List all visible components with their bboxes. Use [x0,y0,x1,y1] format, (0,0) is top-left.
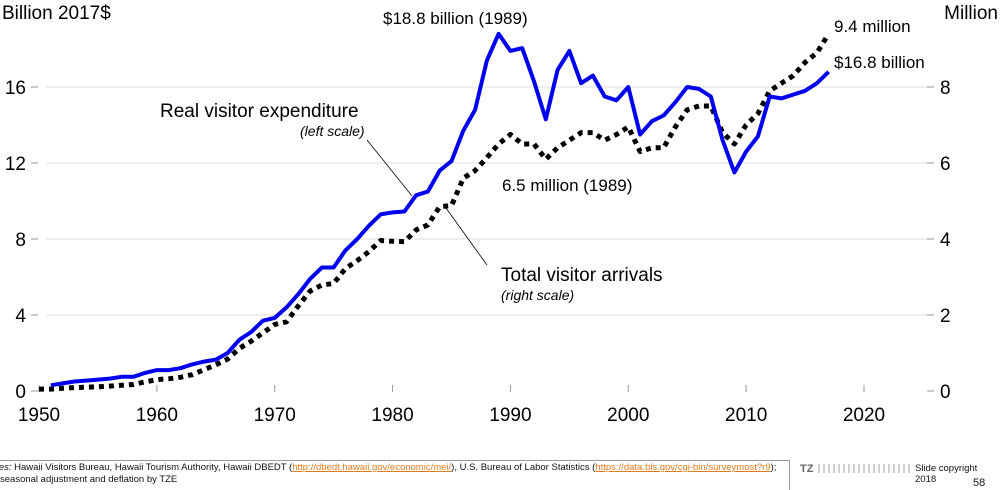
left-tick-labels: 0 4 8 12 16 [5,78,27,403]
latest-expenditure-label: $16.8 billion [834,53,925,72]
gridlines [46,86,930,316]
slide-number: 58 [973,477,986,489]
peak-expenditure-label: $18.8 billion (1989) [383,9,528,28]
arrivals-scale-text: right scale [506,287,570,303]
right-tick-labels: 0 2 4 6 8 [940,78,951,403]
sources-note: Sources: Hawaii Visitors Bureau, Hawaii … [0,462,780,486]
expenditure-scale-text: left scale [305,123,360,139]
left-axis-title: Billion 2017$ [2,3,111,24]
footer-divider [0,460,790,461]
expenditure-scale-note: (left scale) [300,123,365,139]
left-tick-label: 16 [5,78,26,99]
logo-tagline [818,464,910,473]
copyright-text: Slide copyright 2018 [915,463,978,485]
right-axis-title: Million [944,3,998,24]
sources-text-1: Hawaii Visitors Bureau, Hawaii Tourism A… [11,462,293,473]
arrivals-leader-line [445,207,488,266]
latest-arrivals-label: 9.4 million [834,17,911,36]
x-tick-label: 2010 [725,405,767,426]
right-tick-label: 8 [940,78,951,99]
right-tick-label: 2 [940,306,951,327]
x-tick-label: 1960 [136,405,178,426]
x-tick-label: 2000 [607,405,649,426]
sources-text-3: ); seasonal adjustment and deflation by … [0,462,777,485]
x-tick-label: 1980 [371,405,413,426]
arrivals-line [39,32,831,392]
sources-label: Sources: [0,462,12,473]
x-tick-label: 1950 [18,405,60,426]
expenditure-series-label: Real visitor expenditure [160,101,359,122]
left-tick-label: 12 [5,154,26,175]
left-tick-label: 0 [15,382,26,403]
right-tick-label: 6 [940,154,951,175]
x-tick-label: 1970 [254,405,296,426]
x-tick-labels: 1950 1960 1970 1980 1990 2000 2010 2020 [18,405,885,426]
left-tick-label: 8 [15,230,26,251]
left-tick-label: 4 [15,306,26,327]
x-tick-label: 2020 [843,405,885,426]
axis-ticks [31,86,934,392]
footer-divider-vertical [789,460,790,490]
expenditure-leader-line [366,139,413,197]
dbedt-link[interactable]: http://dbedt.hawaii.gov/economic/mei/ [292,462,452,473]
bls-link[interactable]: https://data.bls.gov/cgi-bin/surveymost?… [595,462,771,473]
peak-arrivals-label: 6.5 million (1989) [502,176,632,195]
arrivals-series-label: Total visitor arrivals [501,265,663,286]
right-tick-label: 4 [940,230,951,251]
arrivals-scale-note: (right scale) [501,287,574,303]
tze-logo: TZ [800,463,814,475]
sources-text-2: ), U.S. Bureau of Labor Statistics ( [451,462,596,473]
x-tick-label: 1990 [489,405,531,426]
series-layer [38,31,831,392]
dual-axis-line-chart: Billion 2017$ Million 1950 1960 1970 1980 19… [2,3,998,426]
right-tick-label: 0 [940,382,951,403]
